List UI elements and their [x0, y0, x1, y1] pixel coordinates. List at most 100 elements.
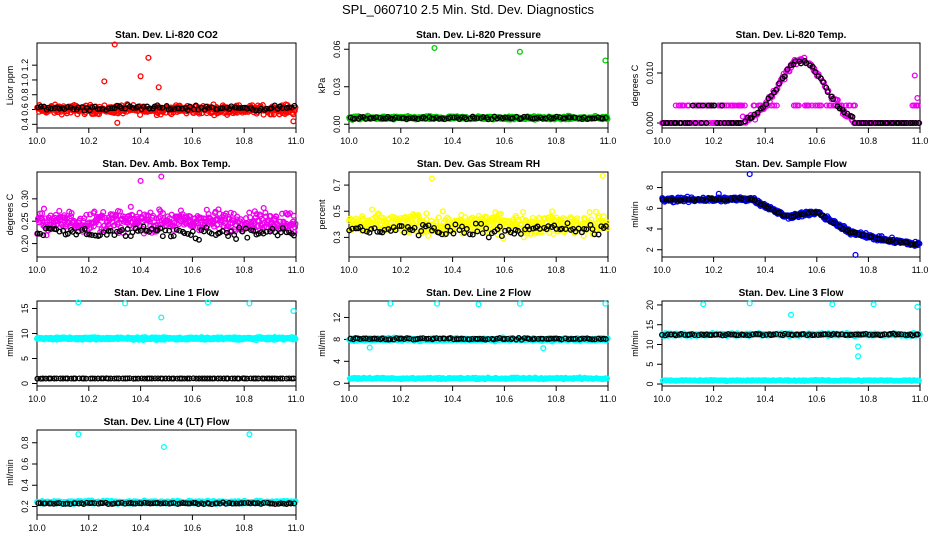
data-point: [588, 216, 595, 223]
x-tick-label: 10.8: [860, 394, 878, 404]
y-tick-label: 1.2: [20, 59, 30, 72]
data-point: [250, 227, 257, 234]
data-point: [888, 120, 895, 126]
data-point: [134, 227, 141, 234]
data-point: [283, 229, 290, 236]
data-point: [156, 104, 163, 111]
series-means: [35, 102, 298, 114]
data-point: [879, 236, 885, 243]
data-point: [520, 208, 527, 216]
y-axis-label: ml/min: [630, 201, 640, 228]
data-point: [236, 224, 243, 231]
data-point: [162, 375, 169, 382]
data-point: [56, 105, 63, 112]
outlier-point: [911, 72, 918, 79]
data-point: [105, 375, 112, 382]
data-point: [201, 375, 208, 382]
data-point: [474, 336, 481, 342]
data-point: [170, 375, 177, 382]
x-tick-label: 10.4: [444, 265, 462, 275]
data-point: [520, 234, 527, 241]
data-point: [244, 375, 251, 382]
data-point: [474, 115, 481, 122]
data-point: [901, 120, 907, 126]
outlier-point: [101, 78, 108, 85]
y-axis-label: kPa: [317, 78, 327, 94]
data-point: [541, 215, 548, 222]
panel-title: Stan. Dev. Gas Stream RH: [417, 159, 540, 170]
data-point: [263, 228, 270, 235]
data-point: [359, 213, 366, 220]
data-point: [279, 210, 286, 217]
data-point: [771, 102, 778, 109]
data-point: [39, 375, 46, 382]
data-point: [60, 215, 67, 222]
data-point: [477, 335, 483, 342]
x-tick-label: 11.0: [600, 265, 617, 275]
outlier-point: [111, 41, 118, 48]
data-point: [89, 375, 96, 382]
data-point: [739, 102, 746, 109]
data-point: [423, 210, 430, 217]
data-point: [51, 375, 58, 382]
data-point: [843, 102, 850, 109]
series-samples: [659, 300, 923, 360]
data-point: [414, 335, 421, 342]
x-tick-label: 11.0: [600, 394, 617, 404]
data-point: [539, 335, 546, 342]
data-point: [795, 212, 801, 219]
data-point: [809, 209, 816, 216]
data-point: [162, 227, 169, 234]
data-point: [451, 114, 458, 121]
y-tick-label: 0.03: [332, 78, 342, 96]
x-tick-label: 10.2: [392, 265, 410, 275]
data-point: [360, 335, 367, 342]
data-point: [249, 106, 256, 113]
data-point: [740, 196, 747, 203]
series-means: [34, 375, 297, 382]
data-point: [83, 231, 90, 238]
x-tick-label: 11.0: [288, 265, 305, 275]
y-tick-label: 0.000: [645, 112, 655, 135]
data-point: [742, 118, 749, 125]
data-point: [252, 375, 259, 382]
data-point: [241, 375, 248, 382]
data-point: [231, 104, 238, 111]
data-point: [34, 230, 41, 237]
data-point: [721, 120, 728, 126]
series-means: [659, 195, 921, 248]
panel-title: Stan. Dev. Line 2 Flow: [426, 288, 531, 299]
data-point: [748, 114, 755, 121]
data-point: [548, 115, 555, 122]
data-point: [86, 219, 93, 226]
data-point: [374, 335, 380, 342]
x-tick-label: 11.0: [600, 136, 617, 146]
y-tick-label: 4: [645, 227, 655, 232]
data-point: [228, 228, 235, 235]
data-point: [595, 231, 602, 238]
series-baseline: [346, 374, 611, 383]
data-point: [721, 197, 728, 203]
data-point: [711, 102, 718, 109]
data-point: [659, 196, 666, 203]
data-point: [146, 105, 153, 112]
data-point: [56, 207, 63, 214]
data-point: [290, 375, 297, 382]
data-point: [521, 113, 527, 120]
series-means: [346, 220, 609, 241]
data-point: [192, 102, 199, 109]
data-point: [363, 335, 369, 342]
data-point: [591, 336, 598, 343]
data-point: [485, 116, 492, 123]
y-tick-label: 20: [645, 300, 655, 310]
data-point: [357, 336, 364, 342]
y-tick-label: 0.7: [332, 179, 342, 192]
data-point: [64, 375, 71, 382]
data-point: [830, 220, 837, 227]
y-tick-label: 10: [20, 328, 30, 338]
data-point: [124, 375, 131, 382]
data-point: [291, 232, 297, 239]
data-point: [398, 223, 405, 230]
